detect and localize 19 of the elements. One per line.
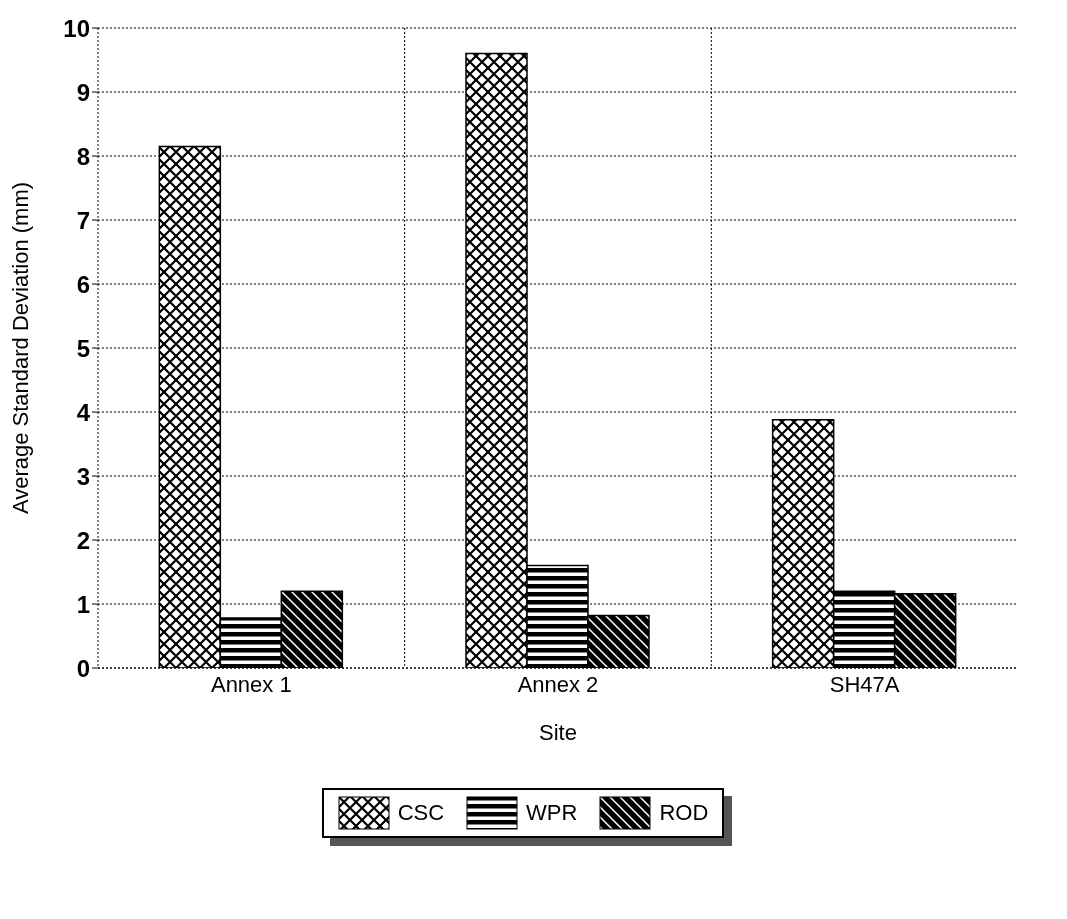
y-tick-label: 9 — [76, 78, 90, 106]
y-tick-label: 6 — [76, 270, 90, 298]
y-tick-label: 4 — [76, 398, 91, 426]
x-tick-label: SH47A — [829, 671, 900, 697]
y-tick-label: 0 — [76, 654, 90, 682]
y-tick-label: 3 — [76, 462, 90, 490]
y-axis-title: Average Standard Deviation (mm) — [7, 181, 33, 515]
x-tick-label: Annex 1 — [210, 671, 292, 697]
y-tick-label: 5 — [76, 334, 90, 362]
x-tick-label: Annex 2 — [517, 671, 599, 697]
y-tick-label: 2 — [76, 526, 90, 554]
y-tick-label: 7 — [76, 206, 90, 234]
y-tick-label: 1 — [76, 590, 90, 618]
y-tick-label: 8 — [76, 142, 90, 170]
y-tick-label: 10 — [63, 14, 90, 42]
legend-label: WPR — [526, 800, 578, 826]
legend-label: ROD — [659, 800, 709, 826]
x-axis-title: Site — [539, 720, 577, 745]
legend-label: CSC — [397, 800, 445, 826]
